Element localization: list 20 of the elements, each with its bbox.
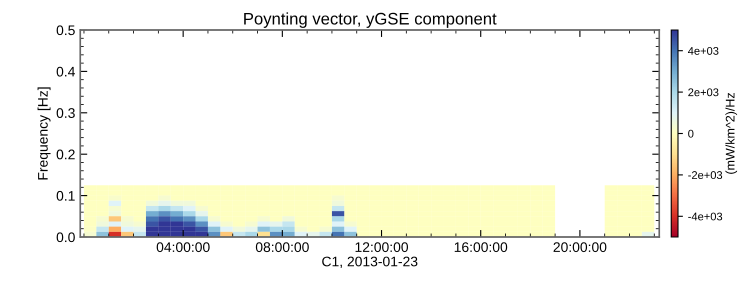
color-bar-label: -2e+03 bbox=[688, 171, 722, 180]
x-tick-label: 12:00:00 bbox=[356, 242, 408, 252]
color-bar-label: 2e+03 bbox=[688, 88, 718, 96]
color-bar-title: (mW/km^2)/Hz bbox=[725, 93, 738, 174]
color-bar-label: -4e+03 bbox=[688, 212, 722, 220]
y-tick-label: 0.1 bbox=[56, 190, 75, 201]
x-tick-label: 04:00:00 bbox=[156, 242, 210, 252]
color-bar-label: 0 bbox=[688, 130, 694, 138]
x-tick-label: 20:00:00 bbox=[554, 242, 606, 252]
color-bar-label: 4e+03 bbox=[688, 46, 718, 55]
y-axis-title: Frequency [Hz] bbox=[38, 87, 51, 180]
x-axis-title: C1, 2013-01-23 bbox=[322, 256, 418, 268]
chart-title: Poynting vector, yGSE component bbox=[244, 12, 497, 28]
y-tick-label: 0.0 bbox=[56, 232, 75, 242]
y-tick-label: 0.4 bbox=[56, 66, 75, 77]
y-tick-label: 0.5 bbox=[56, 25, 75, 36]
x-tick-label: 08:00:00 bbox=[256, 242, 309, 252]
x-tick-label: 16:00:00 bbox=[454, 242, 508, 252]
y-tick-label: 0.3 bbox=[56, 108, 75, 118]
y-tick-label: 0.2 bbox=[56, 150, 75, 160]
